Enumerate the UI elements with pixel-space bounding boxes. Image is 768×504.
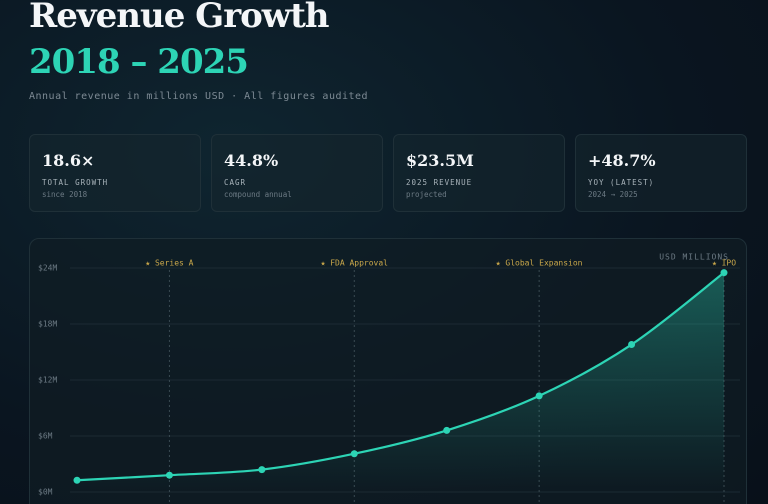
point — [535, 392, 543, 400]
y-tick-label: $24M — [38, 264, 57, 273]
annotation-label: ★ IPO — [712, 259, 736, 268]
point — [350, 450, 358, 458]
stat-value: $23.5M — [406, 151, 474, 170]
stat-value: 44.8% — [224, 151, 279, 170]
y-tick-label: $12M — [38, 376, 57, 385]
stat-label: 2025 REVENUE — [406, 178, 473, 187]
annotation-label: ★ Global Expansion — [496, 259, 583, 268]
point — [258, 466, 266, 474]
stat-label: YOY (LATEST) — [588, 178, 655, 187]
point — [443, 426, 451, 434]
point — [73, 476, 81, 484]
stat-card: 44.8% CAGR compound annual — [211, 134, 383, 212]
stat-note: compound annual — [224, 190, 292, 199]
stat-card: +48.7% YOY (LATEST) 2024 → 2025 — [575, 134, 747, 212]
stat-label: TOTAL GROWTH — [42, 178, 109, 187]
point — [165, 471, 173, 479]
year-range: 2018 – 2025 — [29, 42, 249, 82]
stat-card: 18.6× TOTAL GROWTH since 2018 — [29, 134, 201, 212]
y-tick-label: $6M — [38, 432, 53, 441]
stat-note: projected — [406, 190, 447, 199]
unit-label: USD MILLIONS — [659, 253, 729, 262]
area — [77, 272, 724, 492]
description: Annual revenue in millions USD · All fig… — [29, 91, 369, 102]
y-tick-label: $18M — [38, 320, 57, 329]
stat-card: $23.5M 2025 REVENUE projected — [393, 134, 565, 212]
title: Revenue Growth — [29, 0, 330, 36]
stat-label: CAGR — [224, 178, 247, 187]
stat-value: +48.7% — [588, 151, 656, 170]
y-tick-label: $0M — [38, 488, 53, 497]
stat-note: 2024 → 2025 — [588, 190, 638, 199]
annotation-label: ★ Series A — [145, 259, 193, 268]
annotation-label: ★ FDA Approval — [321, 259, 389, 268]
stat-value: 18.6× — [42, 151, 95, 170]
stat-note: since 2018 — [42, 190, 88, 199]
point — [628, 341, 636, 349]
point — [720, 269, 728, 277]
